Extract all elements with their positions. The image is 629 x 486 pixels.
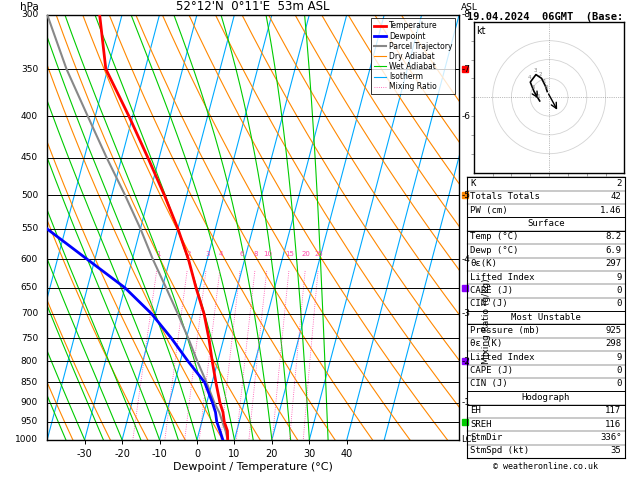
Text: 20: 20: [302, 251, 311, 257]
Text: 3: 3: [205, 251, 209, 257]
Text: -5: -5: [461, 191, 470, 200]
Text: 0: 0: [616, 380, 621, 388]
Text: PW (cm): PW (cm): [470, 206, 508, 215]
Text: 3: 3: [533, 68, 537, 73]
Text: 8.2: 8.2: [605, 232, 621, 242]
Text: Most Unstable: Most Unstable: [511, 312, 581, 322]
Text: 336°: 336°: [600, 433, 621, 442]
Text: θε (K): θε (K): [470, 339, 503, 348]
Text: 116: 116: [605, 419, 621, 429]
Text: 35: 35: [611, 446, 621, 455]
Legend: Temperature, Dewpoint, Parcel Trajectory, Dry Adiabat, Wet Adiabat, Isotherm, Mi: Temperature, Dewpoint, Parcel Trajectory…: [371, 18, 455, 94]
Text: 8: 8: [254, 251, 259, 257]
Text: Pressure (mb): Pressure (mb): [470, 326, 540, 335]
Text: Hodograph: Hodograph: [522, 393, 570, 402]
Text: StmDir: StmDir: [470, 433, 503, 442]
Text: Temp (°C): Temp (°C): [470, 232, 519, 242]
Text: Lifted Index: Lifted Index: [470, 273, 535, 281]
Text: 0: 0: [545, 85, 548, 90]
Text: 6: 6: [239, 251, 243, 257]
Text: -2: -2: [461, 357, 470, 365]
Text: 19.04.2024  06GMT  (Base: 06): 19.04.2024 06GMT (Base: 06): [467, 12, 629, 22]
Text: 900: 900: [21, 398, 38, 407]
Text: CAPE (J): CAPE (J): [470, 286, 513, 295]
Text: 600: 600: [21, 255, 38, 264]
Text: 297: 297: [605, 259, 621, 268]
Text: EH: EH: [470, 406, 481, 415]
Text: 117: 117: [605, 406, 621, 415]
Text: LCL: LCL: [461, 435, 476, 444]
Text: 9: 9: [616, 273, 621, 281]
Text: K: K: [470, 179, 476, 188]
Text: CIN (J): CIN (J): [470, 380, 508, 388]
Text: 300: 300: [21, 10, 38, 19]
Text: 950: 950: [21, 417, 38, 426]
Text: -4: -4: [461, 255, 470, 264]
Text: 650: 650: [21, 283, 38, 292]
Text: © weatheronline.co.uk: © weatheronline.co.uk: [494, 462, 598, 471]
Text: 400: 400: [21, 112, 38, 121]
Text: θε(K): θε(K): [470, 259, 498, 268]
Text: 298: 298: [605, 339, 621, 348]
Text: -7: -7: [461, 65, 470, 73]
Text: 5: 5: [532, 85, 535, 90]
Text: 850: 850: [21, 378, 38, 387]
Text: Surface: Surface: [527, 219, 565, 228]
Text: Totals Totals: Totals Totals: [470, 192, 540, 201]
Text: 0: 0: [616, 286, 621, 295]
Text: Mixing Ratio (g/kg): Mixing Ratio (g/kg): [482, 278, 491, 364]
Text: 350: 350: [21, 65, 38, 73]
Text: CAPE (J): CAPE (J): [470, 366, 513, 375]
Text: 2: 2: [186, 251, 191, 257]
Text: 2: 2: [539, 71, 542, 76]
Text: 550: 550: [21, 224, 38, 233]
Text: 6: 6: [537, 94, 540, 99]
Text: hPa: hPa: [20, 2, 39, 13]
Text: 42: 42: [611, 192, 621, 201]
Text: 25: 25: [314, 251, 323, 257]
Text: 450: 450: [21, 153, 38, 162]
Text: 800: 800: [21, 357, 38, 365]
Text: 1.46: 1.46: [600, 206, 621, 215]
Text: 0: 0: [616, 299, 621, 308]
Text: 750: 750: [21, 334, 38, 343]
Text: kt: kt: [476, 26, 485, 35]
Text: 15: 15: [286, 251, 294, 257]
Text: Dewp (°C): Dewp (°C): [470, 246, 519, 255]
Text: -3: -3: [461, 310, 470, 318]
Text: 10: 10: [264, 251, 272, 257]
Text: StmSpd (kt): StmSpd (kt): [470, 446, 530, 455]
X-axis label: Dewpoint / Temperature (°C): Dewpoint / Temperature (°C): [173, 462, 333, 471]
Text: Lifted Index: Lifted Index: [470, 353, 535, 362]
Text: 9: 9: [616, 353, 621, 362]
Text: 700: 700: [21, 310, 38, 318]
Text: 1: 1: [543, 79, 546, 84]
Text: 0: 0: [616, 366, 621, 375]
Text: 6.9: 6.9: [605, 246, 621, 255]
Text: 4: 4: [528, 75, 531, 80]
Text: 2: 2: [616, 179, 621, 188]
Title: 52°12'N  0°11'E  53m ASL: 52°12'N 0°11'E 53m ASL: [176, 0, 330, 14]
Text: 1000: 1000: [15, 435, 38, 444]
Text: 4: 4: [219, 251, 223, 257]
Text: -6: -6: [461, 112, 470, 121]
Text: CIN (J): CIN (J): [470, 299, 508, 308]
Text: 500: 500: [21, 191, 38, 200]
Text: -8: -8: [461, 10, 470, 19]
Text: SREH: SREH: [470, 419, 492, 429]
Text: -1: -1: [461, 398, 470, 407]
Text: 1: 1: [156, 251, 160, 257]
Text: km
ASL: km ASL: [461, 0, 478, 13]
Text: 925: 925: [605, 326, 621, 335]
